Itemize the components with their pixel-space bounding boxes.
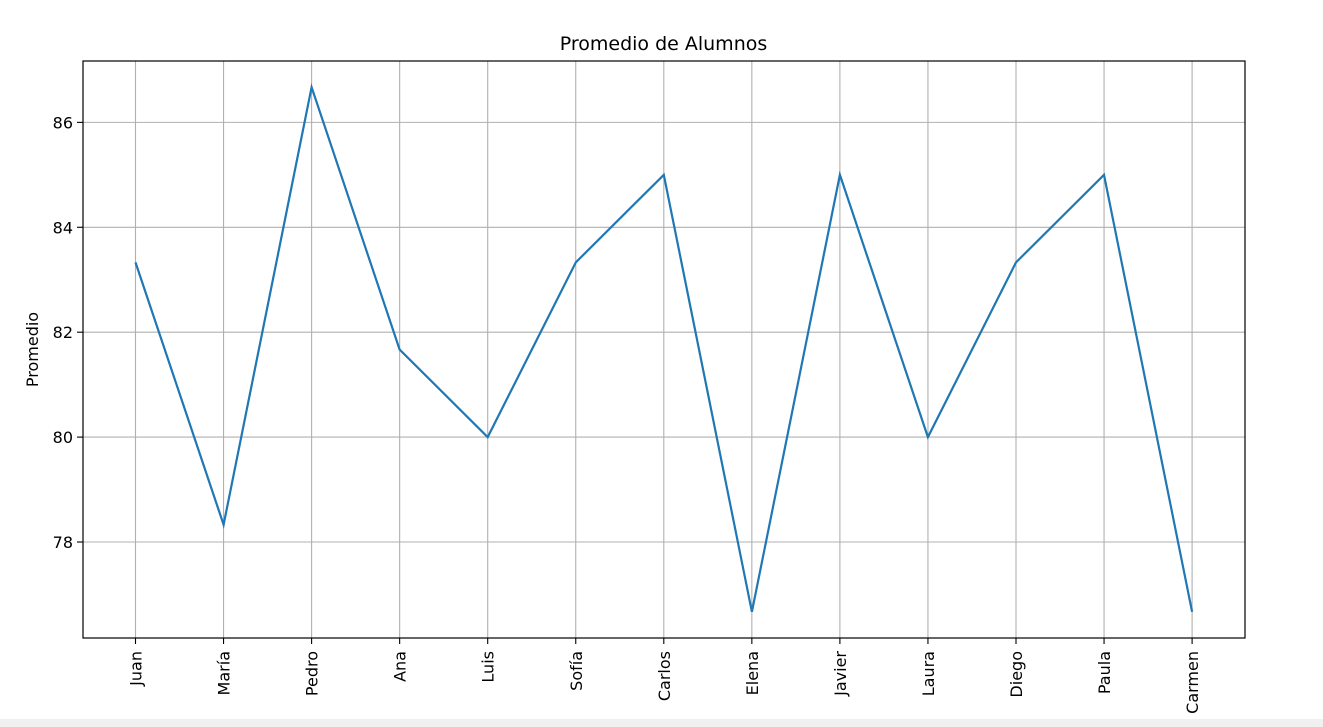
y-axis-label: Promedio [23,312,42,387]
chart-title: Promedio de Alumnos [560,33,768,55]
series-line [134,82,1194,613]
x-tick-label: Pedro [303,651,322,696]
y-tick-label: 86 [53,113,73,132]
x-tick-label: Juan [127,651,146,687]
grid-lines [83,61,1245,638]
x-tick-label: Paula [1095,651,1114,694]
y-tick-label: 82 [53,323,73,342]
x-tick-label: Laura [919,651,938,696]
x-tick-label: Luis [479,651,498,683]
x-tick-label: Ana [391,651,410,682]
x-tick-label: Carlos [655,651,674,701]
x-tick-label: Javier [831,651,850,697]
y-tick-label: 78 [53,533,73,552]
window-bottom-strip [0,719,1323,727]
y-axis: 78 80 82 84 86 [53,113,83,552]
x-tick-label: Elena [743,651,762,695]
x-tick-label: María [215,651,234,695]
x-tick-label: Carmen [1183,651,1202,714]
x-axis: Juan María Pedro Ana Luis Sofía Carlos Elena Jav… [127,638,1202,714]
y-tick-label: 80 [53,428,73,447]
x-tick-label: Sofía [567,651,586,691]
x-tick-label: Diego [1007,651,1026,698]
y-tick-label: 84 [53,218,73,237]
